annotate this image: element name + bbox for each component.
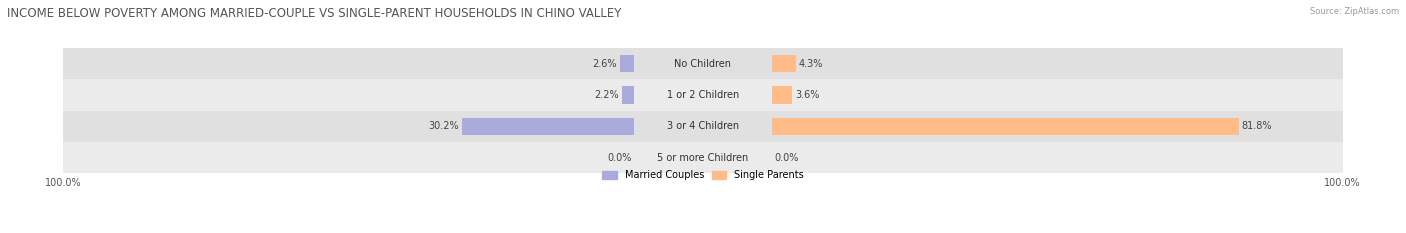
- Text: 4.3%: 4.3%: [799, 59, 824, 69]
- Bar: [772, 55, 796, 72]
- Text: No Children: No Children: [675, 59, 731, 69]
- Text: Source: ZipAtlas.com: Source: ZipAtlas.com: [1310, 7, 1399, 16]
- Text: 0.0%: 0.0%: [607, 153, 631, 163]
- Text: 1 or 2 Children: 1 or 2 Children: [666, 90, 740, 100]
- Legend: Married Couples, Single Parents: Married Couples, Single Parents: [602, 170, 804, 180]
- Text: 3 or 4 Children: 3 or 4 Children: [666, 121, 740, 131]
- Bar: [772, 86, 792, 104]
- Bar: [463, 118, 634, 135]
- Text: 0.0%: 0.0%: [775, 153, 799, 163]
- Text: 3.6%: 3.6%: [794, 90, 820, 100]
- Bar: [772, 118, 1239, 135]
- Text: INCOME BELOW POVERTY AMONG MARRIED-COUPLE VS SINGLE-PARENT HOUSEHOLDS IN CHINO V: INCOME BELOW POVERTY AMONG MARRIED-COUPL…: [7, 7, 621, 20]
- Text: 5 or more Children: 5 or more Children: [658, 153, 748, 163]
- Bar: [63, 142, 1343, 173]
- Bar: [63, 111, 1343, 142]
- Text: 81.8%: 81.8%: [1241, 121, 1272, 131]
- Text: 2.2%: 2.2%: [595, 90, 619, 100]
- Text: 30.2%: 30.2%: [429, 121, 460, 131]
- Bar: [63, 48, 1343, 79]
- Text: 2.6%: 2.6%: [592, 59, 617, 69]
- Bar: [63, 79, 1343, 111]
- Bar: [620, 55, 634, 72]
- Bar: [621, 86, 634, 104]
